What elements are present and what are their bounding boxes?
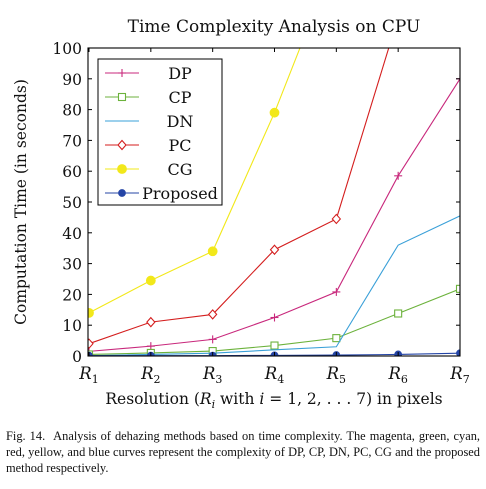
data-point bbox=[88, 307, 94, 318]
x-tick-label: R3 bbox=[202, 364, 222, 386]
y-tick-label: 20 bbox=[62, 286, 82, 304]
legend-label: CG bbox=[167, 160, 192, 179]
x-tick-label: R6 bbox=[387, 364, 407, 386]
y-tick-label: 80 bbox=[62, 102, 82, 120]
series-dn bbox=[88, 215, 460, 356]
legend-entry-pc: PC bbox=[105, 136, 192, 155]
y-axis-ticks: 0 10 20 30 40 50 60 70 80 90 100 bbox=[52, 40, 460, 366]
x-tick-label: R7 bbox=[449, 364, 469, 386]
data-point bbox=[332, 334, 341, 343]
data-point bbox=[145, 275, 156, 286]
x-axis-label: Resolution (Ri with i = 1, 2, . . . 7) i… bbox=[105, 390, 442, 411]
data-point bbox=[146, 316, 156, 328]
legend-entry-cg: CG bbox=[105, 160, 193, 179]
legend-label: CP bbox=[168, 88, 191, 107]
y-tick-label: 100 bbox=[52, 40, 82, 58]
x-tick-label: R2 bbox=[140, 364, 160, 386]
data-point bbox=[269, 244, 280, 256]
data-point bbox=[118, 189, 126, 197]
data-point bbox=[88, 338, 94, 350]
y-tick-label: 50 bbox=[62, 194, 82, 212]
y-tick-label: 90 bbox=[62, 71, 82, 89]
series-line bbox=[88, 215, 460, 356]
data-point bbox=[394, 171, 403, 180]
y-tick-label: 10 bbox=[62, 317, 82, 335]
x-axis-ticks: R1 R2 R3 R4 R5 R6 R7 bbox=[78, 48, 470, 386]
data-point bbox=[332, 287, 341, 296]
data-point bbox=[146, 342, 155, 351]
x-tick-label: R1 bbox=[78, 364, 98, 386]
data-point bbox=[207, 246, 218, 257]
legend-entry-cp: CP bbox=[105, 88, 192, 107]
legend: DP CP DN PC CG Proposed bbox=[97, 58, 223, 206]
data-point bbox=[331, 213, 342, 225]
data-point bbox=[455, 284, 460, 293]
data-point bbox=[208, 335, 217, 344]
data-point bbox=[117, 92, 127, 102]
data-point bbox=[394, 309, 403, 318]
y-tick-label: 60 bbox=[62, 163, 82, 181]
series-cg bbox=[88, 48, 301, 318]
data-point bbox=[207, 309, 218, 320]
legend-box bbox=[97, 58, 223, 206]
figure-caption-text: Analysis of dehazing methods based on ti… bbox=[6, 429, 480, 475]
x-tick-label: R4 bbox=[264, 364, 284, 386]
data-point bbox=[118, 69, 126, 77]
y-tick-label: 0 bbox=[72, 348, 82, 366]
data-point bbox=[117, 164, 127, 174]
figure-label: Fig. 14. bbox=[6, 429, 46, 443]
data-point bbox=[270, 313, 279, 322]
y-tick-label: 30 bbox=[62, 256, 82, 274]
legend-entry-dn: DN bbox=[105, 112, 193, 131]
legend-label: DP bbox=[168, 64, 192, 83]
y-axis-label: Computation Time (in seconds) bbox=[12, 79, 30, 325]
figure-caption: Fig. 14. Analysis of dehazing methods bas… bbox=[6, 428, 480, 476]
legend-entry-dp: DP bbox=[105, 64, 192, 83]
legend-entry-proposed: Proposed bbox=[105, 184, 218, 203]
legend-label: Proposed bbox=[142, 184, 218, 203]
data-point bbox=[117, 139, 127, 151]
data-point bbox=[269, 107, 280, 118]
y-tick-label: 70 bbox=[62, 132, 82, 150]
time-complexity-chart: Time Complexity Analysis on CPU Computat… bbox=[12, 17, 470, 411]
x-tick-label: R5 bbox=[326, 364, 346, 386]
legend-label: DN bbox=[167, 112, 194, 131]
y-tick-label: 40 bbox=[62, 225, 82, 243]
data-point bbox=[270, 341, 279, 350]
series-pc bbox=[88, 48, 390, 350]
chart-title: Time Complexity Analysis on CPU bbox=[128, 17, 421, 37]
legend-label: PC bbox=[168, 136, 191, 155]
